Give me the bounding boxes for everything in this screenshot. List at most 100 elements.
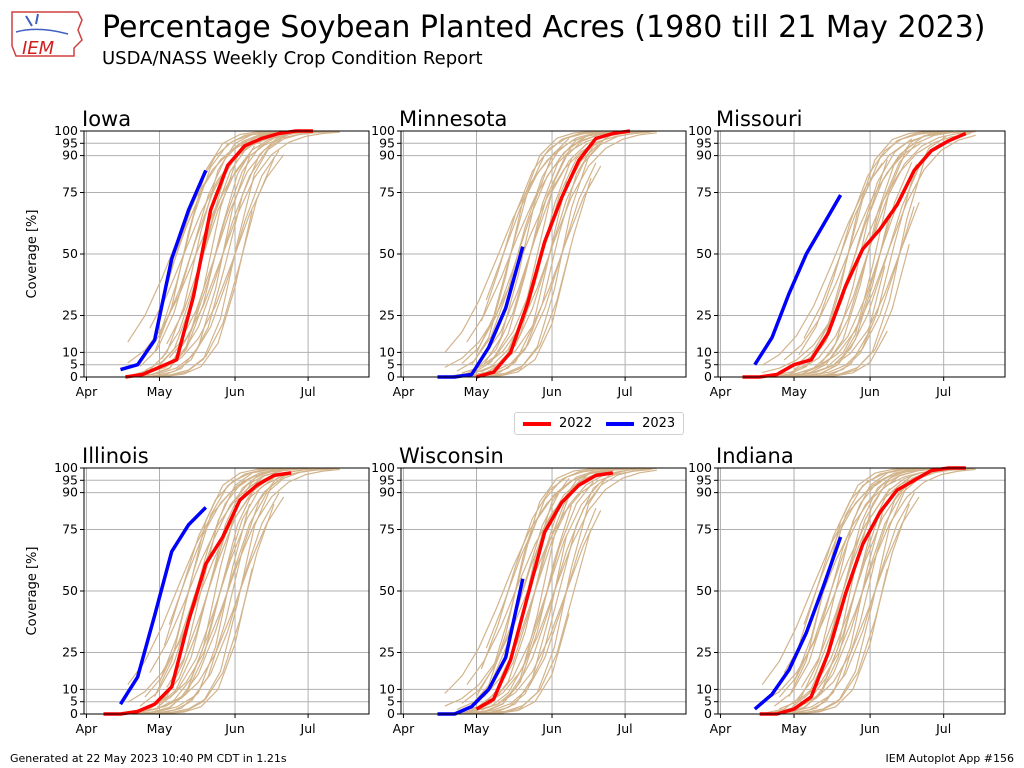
history-line: [767, 568, 888, 715]
history-line: [803, 130, 976, 339]
series-line-2023: [120, 169, 208, 372]
history-line: [762, 133, 969, 374]
history-line: [783, 142, 922, 361]
ytick-label: 25: [379, 645, 395, 660]
chart-title: Percentage Soybean Planted Acres (1980 t…: [102, 10, 986, 45]
ytick-label: 0: [70, 369, 78, 384]
legend-swatch-2023: [606, 421, 635, 426]
xtick-label: May: [781, 384, 807, 399]
series-line-2023: [753, 536, 843, 711]
ytick-label: 50: [379, 583, 395, 598]
series-line-2023: [437, 246, 525, 379]
history-line: [796, 467, 952, 701]
ytick-label: 95: [696, 135, 712, 150]
ytick-label: 25: [696, 645, 712, 660]
ytick-label: 75: [696, 185, 712, 200]
xtick-label: Jul: [300, 721, 316, 736]
chart-subtitle: USDA/NASS Weekly Crop Condition Report: [102, 48, 483, 69]
history-line: [163, 467, 318, 646]
history-line: [152, 472, 289, 715]
history-line: [142, 492, 280, 714]
ytick-label: 100: [54, 123, 78, 138]
panel-title: Indiana: [716, 444, 794, 468]
xtick-label: Jun: [224, 721, 245, 736]
ytick-label: 90: [62, 485, 78, 500]
xtick-label: Apr: [710, 384, 732, 399]
history-line: [464, 165, 602, 375]
history-line: [793, 130, 949, 371]
history-line: [469, 477, 607, 715]
history-line: [139, 131, 277, 367]
history-line: [473, 130, 628, 373]
series-line-2022: [475, 471, 614, 711]
ytick-label: 90: [379, 148, 395, 163]
xtick-label: Jul: [617, 384, 633, 399]
ytick-label: 0: [704, 369, 712, 384]
ytick-label: 95: [696, 472, 712, 487]
history-line: [786, 472, 925, 715]
history-line: [168, 131, 340, 359]
series-line-2022: [759, 466, 966, 716]
history-line: [135, 488, 256, 714]
history-line: [142, 150, 280, 377]
series-line-2022: [125, 129, 313, 379]
history-line: [139, 469, 277, 707]
xtick-label: Apr: [76, 384, 98, 399]
history-line: [127, 131, 333, 364]
ytick-label: 25: [62, 645, 78, 660]
legend: 2022 2023: [514, 412, 685, 435]
ytick-label: 10: [62, 681, 78, 696]
xtick-label: Jun: [224, 384, 245, 399]
history-line: [803, 134, 976, 373]
legend-item-2022: 2022: [523, 416, 592, 431]
history-line: [452, 505, 573, 715]
ytick-label: 5: [704, 694, 712, 709]
ytick-label: 100: [54, 460, 78, 475]
legend-item-2023: 2023: [606, 416, 675, 431]
history-curves: [127, 467, 340, 715]
panel-title: Illinois: [82, 444, 149, 468]
ytick-label: 100: [688, 460, 712, 475]
history-line: [767, 159, 888, 378]
history-line: [771, 244, 910, 378]
history-line: [444, 131, 650, 368]
history-line: [761, 162, 883, 366]
xtick-label: Jul: [300, 384, 316, 399]
history-line: [485, 467, 657, 649]
ytick-label: 90: [62, 148, 78, 163]
panel-title: Wisconsin: [399, 444, 504, 468]
history-line: [776, 492, 915, 714]
ytick-label: 50: [379, 246, 395, 261]
ytick-label: 10: [379, 344, 395, 359]
ytick-label: 5: [70, 357, 78, 372]
history-line: [456, 481, 594, 714]
history-line: [761, 468, 969, 703]
series-line-2022: [742, 131, 967, 379]
ytick-label: 50: [696, 583, 712, 598]
ytick-label: 100: [688, 123, 712, 138]
ytick-label: 100: [371, 123, 395, 138]
ytick-label: 10: [696, 681, 712, 696]
ytick-label: 100: [371, 460, 395, 475]
history-line: [166, 130, 338, 345]
xtick-label: Jul: [935, 384, 951, 399]
xtick-label: May: [464, 384, 490, 399]
history-line: [168, 467, 340, 625]
ytick-label: 25: [379, 308, 395, 323]
iem-logo: IEM: [8, 6, 86, 66]
history-line: [139, 475, 277, 713]
history-line: [474, 469, 628, 714]
history-line: [144, 478, 282, 710]
xtick-label: Jun: [859, 384, 880, 399]
history-line: [796, 132, 952, 375]
ytick-label: 10: [379, 681, 395, 696]
history-line: [779, 478, 918, 710]
ytick-label: 75: [696, 522, 712, 537]
ytick-label: 25: [62, 308, 78, 323]
ytick-label: 10: [696, 344, 712, 359]
ytick-label: 90: [696, 485, 712, 500]
series-line-2023: [119, 506, 208, 706]
